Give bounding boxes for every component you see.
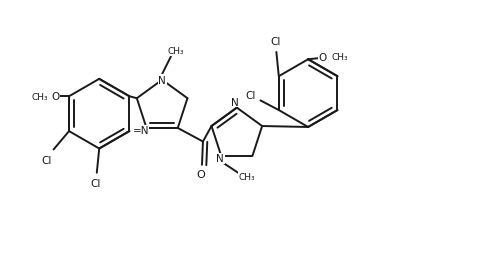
Text: N: N — [230, 98, 238, 107]
Text: O: O — [196, 170, 205, 180]
Text: Cl: Cl — [270, 37, 281, 47]
Text: N: N — [216, 154, 224, 164]
Text: CH₃: CH₃ — [239, 172, 255, 181]
Text: O: O — [318, 53, 327, 62]
Text: CH₃: CH₃ — [331, 53, 348, 62]
Text: =N: =N — [133, 126, 149, 136]
Text: Cl: Cl — [245, 90, 256, 100]
Text: CH₃: CH₃ — [31, 92, 48, 101]
Text: O: O — [51, 92, 60, 102]
Text: Cl: Cl — [91, 179, 101, 189]
Text: CH₃: CH₃ — [167, 47, 184, 56]
Text: Cl: Cl — [41, 155, 51, 165]
Text: N: N — [158, 75, 166, 85]
